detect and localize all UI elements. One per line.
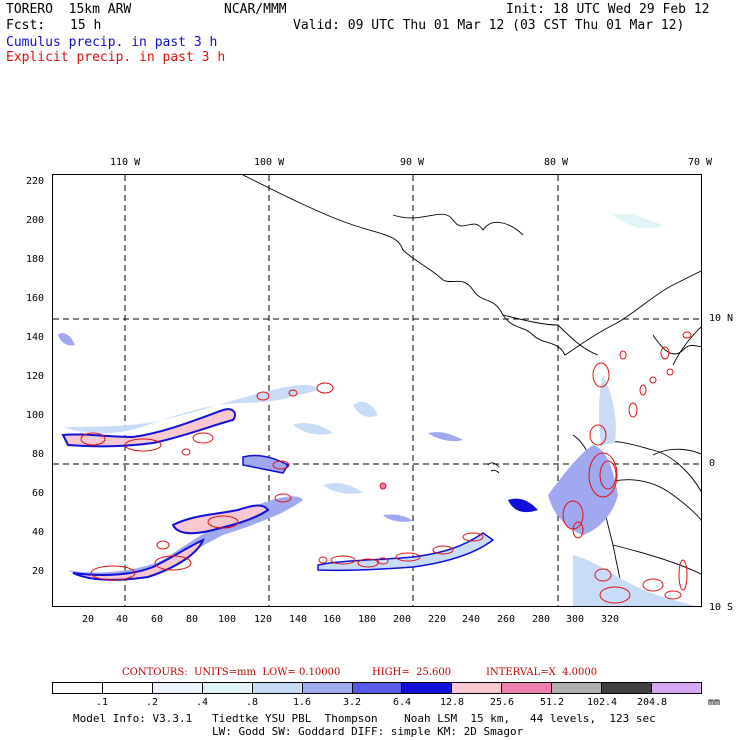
bottom-tick: 120 [254, 614, 273, 625]
left-tick: 120 [26, 371, 45, 382]
left-tick: 200 [26, 215, 45, 226]
color-scale-bar [52, 682, 702, 694]
fcst-label: Fcst: [6, 18, 46, 33]
contour-units: CONTOURS: UNITS=mm LOW= 0.10000 [122, 667, 341, 678]
bottom-tick: 140 [289, 614, 308, 625]
legend-swatch [402, 683, 453, 693]
bottom-tick: 220 [428, 614, 447, 625]
left-tick: 60 [32, 488, 45, 499]
right-tick: 0 [709, 458, 716, 469]
bottom-tick: 20 [82, 614, 95, 625]
legend-swatch [452, 683, 503, 693]
legend-label: .2 [145, 697, 159, 708]
right-tick: 10 S [709, 602, 734, 613]
legend-label: .8 [245, 697, 259, 708]
top-tick: 70 W [688, 157, 713, 168]
left-tick: 220 [26, 176, 45, 187]
legend-swatch [53, 683, 103, 693]
legend-label: .4 [195, 697, 209, 708]
cumulus-precip [58, 213, 693, 606]
right-tick: 10 N [709, 313, 734, 324]
valid-time: Valid: 09 UTC Thu 01 Mar 12 (03 CST Thu … [293, 18, 685, 33]
legend-label: 204.8 [636, 697, 668, 708]
legend-swatch [302, 683, 353, 693]
top-tick: 110 W [110, 157, 141, 168]
legend-swatch [602, 683, 653, 693]
model-title: TORERO 15km ARW [6, 2, 132, 17]
map-canvas [53, 175, 701, 606]
bottom-tick: 280 [532, 614, 551, 625]
cumulus-legend-line: Cumulus precip. in past 3 h [6, 35, 218, 50]
legend-label: 12.8 [439, 697, 465, 708]
bottom-tick: 260 [497, 614, 516, 625]
top-tick: 80 W [544, 157, 569, 168]
legend-label: 1.6 [292, 697, 312, 708]
legend-label: 6.4 [392, 697, 412, 708]
explicit-precip-contours [80, 331, 692, 604]
legend-swatch [502, 683, 553, 693]
bottom-tick: 160 [323, 614, 342, 625]
physics-info: LW: Godd SW: Goddard DIFF: simple KM: 2D… [212, 725, 524, 738]
legend-label: 25.6 [489, 697, 515, 708]
left-tick: 40 [32, 527, 45, 538]
legend-swatch [652, 683, 701, 693]
legend-swatch [352, 683, 403, 693]
legend-swatch [252, 683, 303, 693]
legend-swatch [552, 683, 603, 693]
left-tick: 140 [26, 332, 45, 343]
bottom-tick: 240 [462, 614, 481, 625]
left-tick: 100 [26, 410, 45, 421]
legend-label: .1 [95, 697, 109, 708]
left-tick: 160 [26, 293, 45, 304]
legend-swatch [102, 683, 153, 693]
bottom-tick: 300 [566, 614, 585, 625]
legend-label: 51.2 [539, 697, 565, 708]
legend-units: mm [708, 697, 721, 708]
bottom-tick: 80 [186, 614, 199, 625]
bottom-tick: 200 [393, 614, 412, 625]
init-time: Init: 18 UTC Wed 29 Feb 12 [506, 2, 710, 17]
explicit-legend-line: Explicit precip. in past 3 h [6, 50, 226, 65]
legend-swatch [202, 683, 253, 693]
center-label: NCAR/MMM [224, 2, 287, 17]
top-tick: 100 W [254, 157, 285, 168]
precip-map [52, 174, 702, 607]
left-tick: 20 [32, 566, 45, 577]
contour-high: HIGH= 25.600 [372, 667, 452, 678]
contour-interval: INTERVAL=X 4.0000 [486, 667, 598, 678]
legend-label: 102.4 [586, 697, 618, 708]
fcst-value: 15 h [70, 18, 102, 33]
bottom-tick: 100 [218, 614, 237, 625]
legend-swatch [152, 683, 203, 693]
left-tick: 80 [32, 449, 45, 460]
bottom-tick: 180 [358, 614, 377, 625]
top-tick: 90 W [400, 157, 425, 168]
bottom-tick: 40 [116, 614, 129, 625]
left-tick: 180 [26, 254, 45, 265]
legend-label: 3.2 [342, 697, 362, 708]
bottom-tick: 320 [601, 614, 620, 625]
bottom-tick: 60 [151, 614, 164, 625]
model-info: Model Info: V3.3.1 Tiedtke YSU PBL Thomp… [73, 712, 656, 725]
